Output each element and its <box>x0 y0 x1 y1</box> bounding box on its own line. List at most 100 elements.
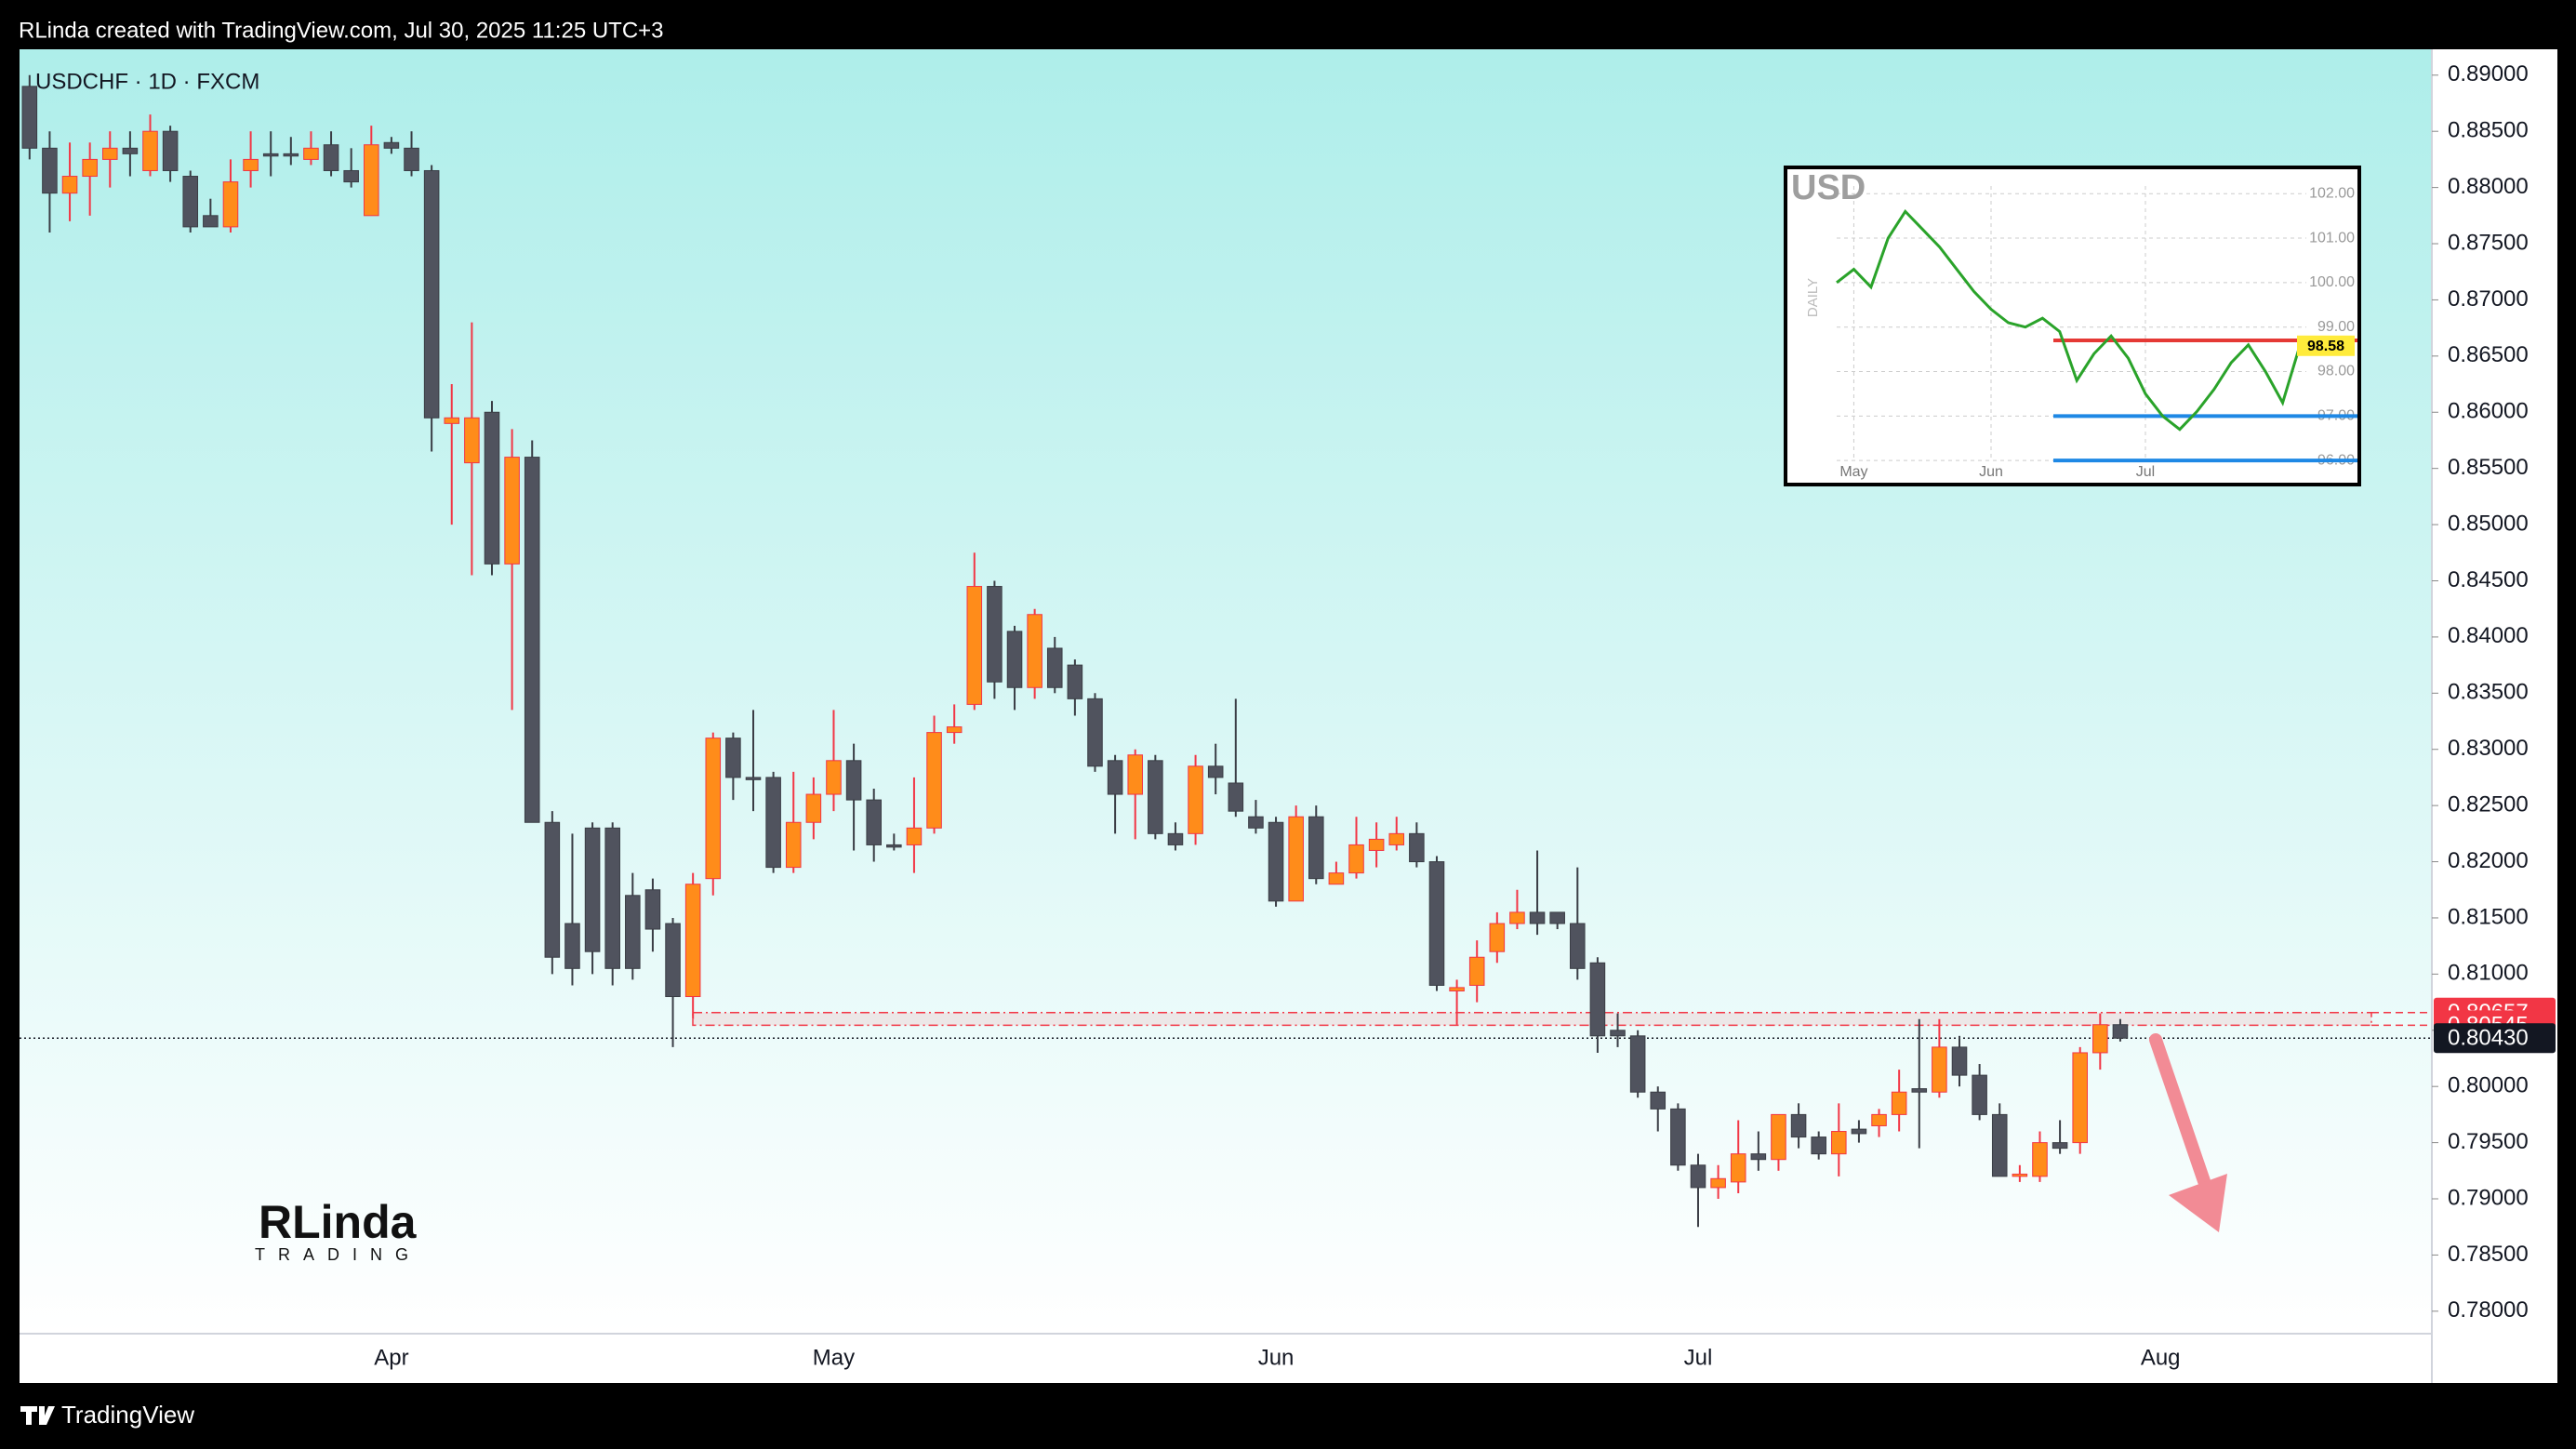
inset-chart: 96.0097.0098.0099.00100.00101.00102.00Ma… <box>1791 168 2357 480</box>
candle-body <box>1932 1046 1947 1093</box>
candle-body <box>383 141 400 149</box>
candle-body <box>1750 1153 1767 1161</box>
candle-body <box>1690 1164 1706 1189</box>
candle-body <box>1368 838 1385 851</box>
y-tick-label: 0.82000 <box>2448 848 2529 873</box>
y-tick-label: 0.88500 <box>2448 118 2529 143</box>
candle-body <box>1911 1088 1928 1093</box>
inset-x-tick-label: May <box>1839 464 1867 480</box>
candle-body <box>1811 1137 1826 1155</box>
candle-body <box>765 777 781 869</box>
y-tick-label: 0.85000 <box>2448 511 2529 536</box>
y-tick-label: 0.81500 <box>2448 904 2529 929</box>
candle-body <box>343 169 359 183</box>
logo-name: RLinda <box>259 1196 418 1248</box>
candle-body <box>564 923 580 969</box>
candle-body <box>1428 861 1445 986</box>
candle-body <box>1891 1091 1907 1115</box>
candle-body <box>464 417 480 464</box>
candle-body <box>1027 614 1042 688</box>
candle-body <box>2012 1173 2028 1177</box>
inset-last-tag <box>2297 335 2355 356</box>
main-chart: 0.780000.785000.790000.795000.800000.805… <box>20 61 2556 1370</box>
candle-body <box>1951 1046 1968 1076</box>
candle-body <box>1388 832 1405 845</box>
candle-body <box>1991 1113 2008 1177</box>
candle-body <box>82 158 98 178</box>
candle-body <box>1771 1113 1786 1161</box>
candle-body <box>1087 698 1103 767</box>
candle-body <box>323 144 339 171</box>
y-tick-label: 0.81000 <box>2448 961 2529 986</box>
candle-body <box>262 153 279 157</box>
candle-body <box>705 738 722 880</box>
y-tick-label: 0.86000 <box>2448 399 2529 424</box>
y-axis-area <box>2432 49 2557 1383</box>
inset-y-tick-label: 99.00 <box>2317 319 2355 335</box>
candle-body <box>1348 844 1364 874</box>
candle-body <box>1468 956 1485 986</box>
candle-body <box>1610 1030 1626 1037</box>
candle-body <box>222 181 239 228</box>
candle-body <box>423 169 440 419</box>
candle-body <box>1449 987 1465 991</box>
candle-body <box>524 457 540 823</box>
forecast-arrow <box>2149 1033 2227 1232</box>
candle-body <box>1006 631 1023 688</box>
candle-body <box>926 732 942 829</box>
inset-title: USD <box>1791 168 1866 207</box>
y-tick-label: 0.88000 <box>2448 174 2529 199</box>
y-tick-label: 0.84500 <box>2448 567 2529 592</box>
candle-body <box>1549 911 1565 924</box>
candle-body <box>725 738 741 778</box>
candle-body <box>21 86 38 149</box>
candle-body <box>1228 782 1244 812</box>
candle-body <box>1207 765 1224 778</box>
inset-y-label: DAILY <box>1805 278 1821 317</box>
candle-body <box>1710 1177 1726 1189</box>
footer: TradingView <box>20 1401 194 1429</box>
candle-body <box>1288 816 1304 902</box>
y-tick-label: 0.87500 <box>2448 230 2529 255</box>
candle-body <box>1972 1074 1987 1115</box>
candle-body <box>785 821 802 869</box>
candle-body <box>866 799 882 845</box>
candle-body <box>745 777 762 780</box>
candle-body <box>122 147 139 154</box>
footer-text: TradingView <box>61 1401 194 1429</box>
candle-body <box>2052 1142 2068 1150</box>
candle-body <box>1127 754 1144 795</box>
candle-body <box>303 147 319 160</box>
y-tick-label: 0.83500 <box>2448 680 2529 705</box>
candle-body <box>364 144 379 217</box>
logo: RLinda TRADING <box>255 1196 418 1264</box>
y-tick-label: 0.89000 <box>2448 61 2529 86</box>
candle-body <box>283 153 299 157</box>
candle-body <box>604 827 620 969</box>
candle-body <box>1629 1035 1646 1093</box>
candle-body <box>42 147 58 194</box>
candle-body <box>1248 816 1264 829</box>
header-text: RLinda created with TradingView.com, Jul… <box>19 18 664 43</box>
candle-body <box>1308 816 1324 880</box>
candle-body <box>946 726 963 734</box>
candle-body <box>1589 962 1606 1037</box>
candle-body <box>444 417 460 424</box>
arrow-shaft <box>2149 1033 2211 1188</box>
candle-body <box>966 586 983 705</box>
inset-y-tick-label: 98.00 <box>2317 364 2355 379</box>
inset-panel <box>1784 166 2361 486</box>
inset-y-tick-label: 101.00 <box>2309 230 2355 246</box>
candle-body <box>584 827 601 952</box>
candle-body <box>1529 911 1546 924</box>
x-tick-label: Aug <box>2141 1345 2181 1370</box>
y-tick-label: 0.78500 <box>2448 1242 2529 1267</box>
tradingview-icon <box>20 1406 55 1425</box>
candle-body <box>1046 647 1063 688</box>
candle-body <box>1871 1113 1887 1126</box>
candle-body <box>1509 911 1525 924</box>
arrow-head <box>2169 1174 2227 1232</box>
candle-body <box>1268 821 1284 902</box>
